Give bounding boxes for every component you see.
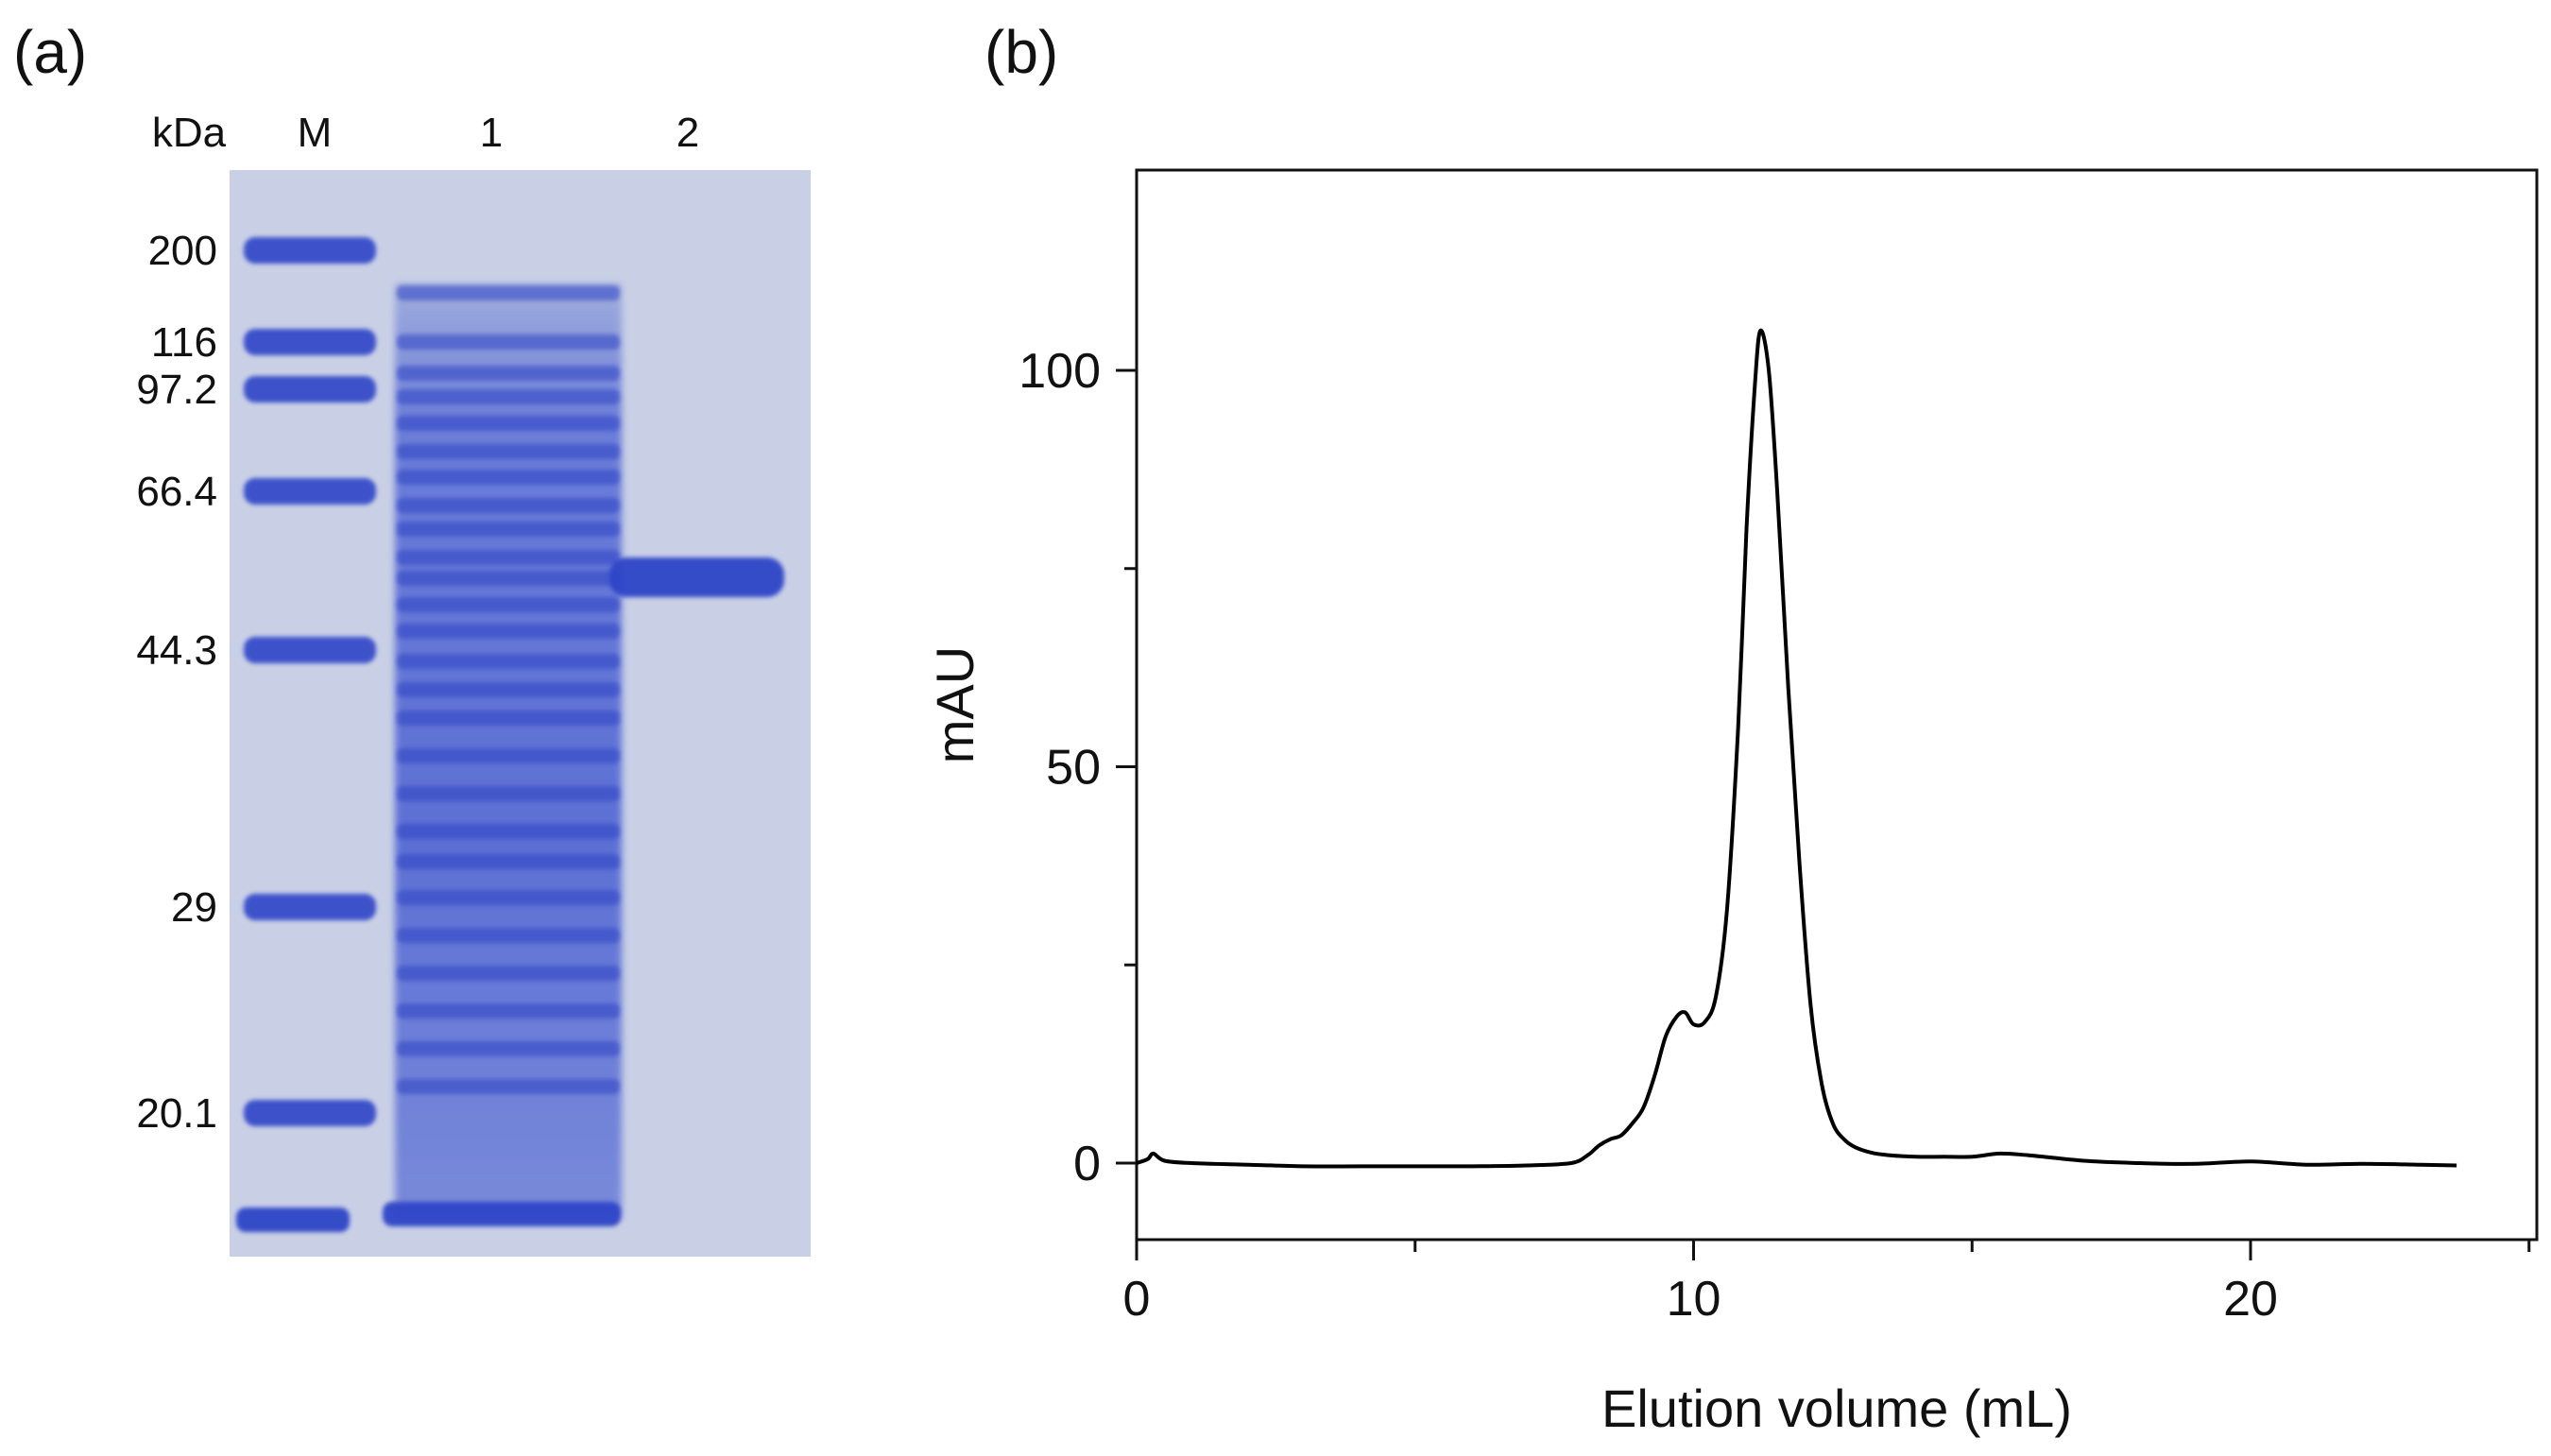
lane-1-band xyxy=(397,550,620,565)
lane-1-band xyxy=(397,1003,620,1019)
lane-1-band xyxy=(397,654,620,669)
marker-label: 66.4 xyxy=(136,469,217,515)
x-tick-label: 20 xyxy=(2223,1272,2278,1327)
lane-2-purified-band xyxy=(609,557,784,597)
lane-label-2: 2 xyxy=(676,110,699,156)
lane-1-band xyxy=(397,597,620,612)
plot-frame xyxy=(1135,168,2539,1242)
lane-1-band xyxy=(397,498,620,513)
lane-1-band xyxy=(397,285,620,300)
elution-trace xyxy=(1136,328,2457,1169)
lane-1-band xyxy=(397,890,620,905)
lane-1-band xyxy=(397,470,620,485)
lane-label-m: M xyxy=(298,110,333,156)
lane-1-band xyxy=(397,966,620,981)
marker-band xyxy=(244,1100,376,1126)
marker-lane xyxy=(236,237,376,1232)
lane-1-band xyxy=(397,854,620,869)
marker-band xyxy=(244,237,376,264)
dye-front-band xyxy=(236,1208,350,1232)
lane-label-1: 1 xyxy=(480,110,503,156)
lane-1-band xyxy=(397,1041,620,1056)
marker-band xyxy=(244,376,376,403)
lane-1-band xyxy=(397,444,620,459)
unit-label: kDa xyxy=(152,110,227,156)
lane-1-band xyxy=(397,366,620,381)
lane-1-band xyxy=(397,624,620,639)
marker-label: 29 xyxy=(171,884,217,931)
marker-band xyxy=(244,894,376,920)
marker-label: 44.3 xyxy=(136,627,217,674)
x-tick-label: 0 xyxy=(1123,1272,1151,1327)
lane-1-front-band xyxy=(383,1202,621,1226)
marker-label: 97.2 xyxy=(136,367,217,413)
lane-1-band xyxy=(397,682,620,697)
y-tick-label: 100 xyxy=(1019,344,1101,399)
x-axis-label: Elution volume (mL) xyxy=(1601,1379,2072,1438)
lane-1-band xyxy=(397,571,620,586)
lane-1-band xyxy=(397,786,620,801)
marker-band xyxy=(244,478,376,505)
x-axis: 0 10 20 xyxy=(1123,1240,2531,1327)
y-tick-label: 50 xyxy=(1046,741,1101,796)
lane-1-band xyxy=(397,748,620,763)
y-tick-label: 0 xyxy=(1073,1137,1101,1191)
marker-band xyxy=(244,637,376,663)
lane-2-band xyxy=(609,557,784,597)
lane-1-smear xyxy=(383,283,622,1226)
y-axis: 0 50 100 xyxy=(1019,344,1137,1191)
lane-1-band xyxy=(397,334,620,350)
lane-1-band xyxy=(397,416,620,431)
lane-1-band xyxy=(397,928,620,943)
marker-label: 20.1 xyxy=(136,1090,217,1137)
y-axis-label: mAU xyxy=(925,646,984,763)
marker-label: 116 xyxy=(151,319,217,366)
lane-1-band xyxy=(397,711,620,726)
marker-band xyxy=(244,329,376,355)
lane-1-band xyxy=(397,824,620,839)
marker-label: 200 xyxy=(148,228,217,274)
panel-b-label: (b) xyxy=(984,18,1059,86)
panel-a-label: (a) xyxy=(13,18,88,86)
lane-1-band xyxy=(397,522,620,537)
lane-1-band xyxy=(397,1079,620,1094)
lane-1-band xyxy=(397,389,620,404)
x-tick-label: 10 xyxy=(1667,1272,1721,1327)
